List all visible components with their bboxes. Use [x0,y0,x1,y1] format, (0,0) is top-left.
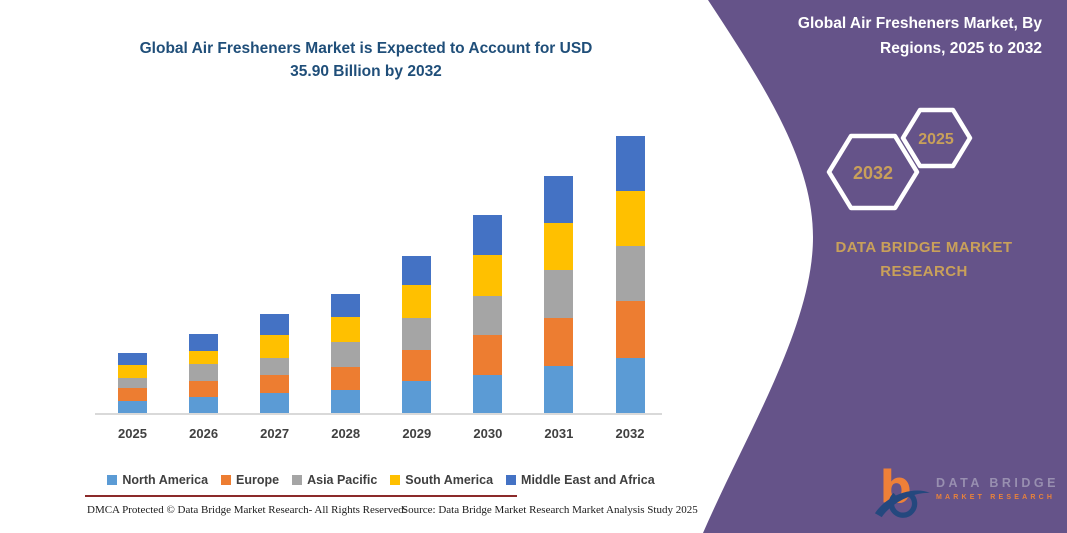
bar-segment [402,255,432,286]
dmca-notice: DMCA Protected © Data Bridge Market Rese… [87,504,407,516]
hexagon-2032 [826,133,920,211]
bar-segment [260,392,290,413]
stacked-bar-2028 [331,294,361,413]
legend-item: North America [107,473,208,487]
bar-segment [189,350,219,365]
panel-title: Global Air Fresheners Market, By Regions… [797,15,1042,57]
legend-swatch [221,475,232,485]
legend-label: Middle East and Africa [521,473,655,487]
bar-segment [402,349,432,382]
bar-segment [544,176,574,224]
stacked-bar-2032 [615,135,645,413]
stacked-bar-2029 [402,255,432,413]
chart-legend: North America Europe Asia Pacific South Ame… [85,473,677,487]
chart-title-line2: 35.90 Billion by 2032 [290,63,442,80]
x-axis-label-2029: 2029 [402,426,432,441]
legend-swatch [390,475,401,485]
dbmr-logo: b DATA BRIDGE MARKET RESEARCH [874,459,1056,527]
footer-divider-line [85,495,517,497]
legend-item: Asia Pacific [292,473,377,487]
bar-segment [260,375,290,393]
x-axis-label-2025: 2025 [118,426,147,441]
x-axis-label-2026: 2026 [189,426,219,441]
bar-segment [473,215,503,255]
chart-title: Global Air Fresheners Market is Expected… [85,37,647,83]
bar-segment [118,400,147,413]
bar-segment [331,342,361,367]
bar-segment [118,388,147,401]
hexagon-2032-label: 2032 [853,163,893,183]
legend-swatch [107,475,118,485]
bar-segment [260,335,290,358]
x-axis-line [95,413,662,415]
brand-wordmark: DATA BRIDGE MARKET RESEARCH [835,239,1013,280]
legend-label: Europe [236,473,280,487]
x-axis-label-2032: 2032 [615,426,645,441]
bar-segment [331,294,361,318]
legend-label: South America [405,473,494,487]
x-axis-label-2031: 2031 [544,426,574,441]
bar-segment [615,246,645,302]
bar-segment [260,357,290,376]
bar-segment [260,314,290,336]
legend-label: North America [122,473,209,487]
bar-segment [473,254,503,296]
bar-segment [331,317,361,343]
legend-swatch [506,475,517,485]
x-axis-label-2030: 2030 [473,426,503,441]
bar-segment [189,334,219,351]
x-axis-label-2027: 2027 [260,426,290,441]
bar-segment [544,223,574,271]
dbmr-logo-icon: b [874,463,931,518]
bar-segment [331,389,361,413]
bar-segment [544,318,574,366]
bar-segment [473,295,503,336]
logo-swoosh [874,490,931,518]
logo-name-bottom: MARKET RESEARCH [936,494,1056,501]
stacked-bar-2025 [118,353,147,413]
stacked-bar-2026 [189,334,219,413]
legend-item: Middle East and Africa [506,473,655,487]
legend-item: Europe [221,473,279,487]
bar-segment [473,375,503,413]
dbmr-logo-text: DATA BRIDGE MARKET RESEARCH [936,476,1059,501]
bar-segment [402,318,432,350]
bar-segment [189,396,219,413]
source-note: Source: Data Bridge Market Research Mark… [402,504,698,516]
bar-segment [615,301,645,359]
purple-panel-shape [703,0,1067,533]
stacked-bar-2027 [260,314,290,413]
bar-segment [544,365,574,413]
bar-segment [402,381,432,413]
legend-label: Asia Pacific [307,473,378,487]
bar-segment [473,335,503,376]
legend-swatch [292,475,303,485]
chart-title-line1: Global Air Fresheners Market is Expected… [139,40,593,57]
bar-segment [189,380,219,397]
hexagon-2025 [900,107,973,169]
bar-segment [402,285,432,319]
stacked-bar-2030 [473,215,503,413]
bar-segment [189,364,219,381]
bar-segment [118,378,147,389]
stacked-bar-chart: 2025 2026 2027 2028 2029 2030 2031 2032 [95,135,662,441]
bar-segment [118,353,147,366]
bar-segment [615,135,645,191]
logo-name-top: DATA BRIDGE [936,476,1059,490]
hexagon-badges: 2032 2025 [826,107,973,211]
hexagon-2025-label: 2025 [918,131,954,148]
x-axis-label-2028: 2028 [331,426,361,441]
legend-item: South America [390,473,493,487]
bar-segment [331,366,361,390]
stacked-bar-2031 [544,176,574,413]
bar-segment [544,270,574,319]
bar-segment [615,190,645,247]
bar-segment [615,358,645,413]
bar-segment [118,365,147,379]
